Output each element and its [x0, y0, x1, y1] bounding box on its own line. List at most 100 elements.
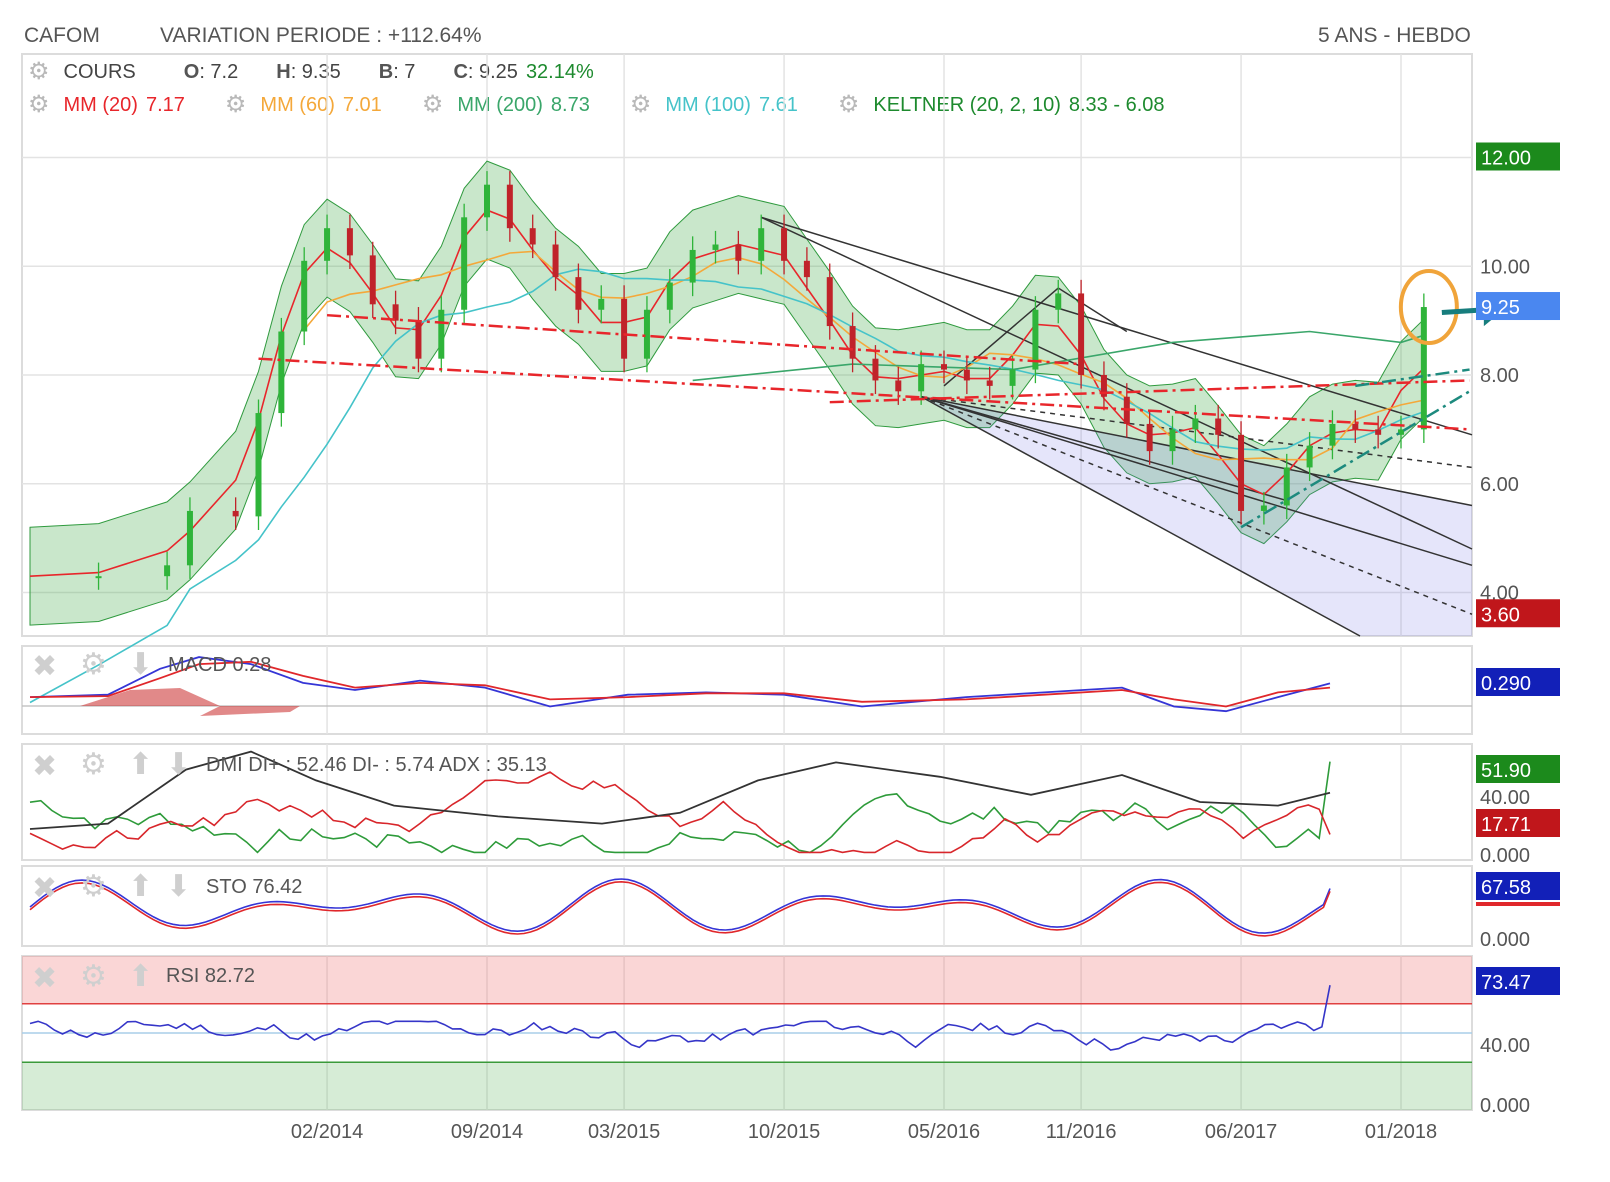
- candle-body: [255, 413, 262, 517]
- gear-icon[interactable]: ⚙: [421, 91, 444, 118]
- candle-body: [301, 260, 308, 332]
- arrow-up-icon[interactable]: ⬆: [128, 960, 154, 993]
- legend-change-value: 32.14%: [525, 60, 594, 83]
- rsi-label: RSI 82.72: [166, 965, 255, 988]
- legend-row-cours: ⚙ COURS O: 7.2 H: 9.35 B: 7 C: 9.25 32.1…: [28, 60, 594, 84]
- dmi-name: DMI: [206, 754, 243, 776]
- keltner-band: [29, 160, 1425, 626]
- close-icon[interactable]: ✖: [32, 750, 58, 783]
- candle-body: [758, 228, 765, 261]
- y-tick-label: 0.000: [1480, 929, 1530, 951]
- trend-line: [760, 216, 1473, 436]
- candle-body: [369, 255, 376, 305]
- candle-body: [529, 228, 536, 245]
- candle-body: [506, 184, 513, 229]
- arrow-up-icon[interactable]: ⬆: [128, 748, 154, 781]
- trend-line-teal: [1355, 368, 1470, 388]
- x-tick-label: 11/2016: [1046, 1121, 1117, 1143]
- gridlines: [22, 54, 1472, 1110]
- y-tick-label: 10.00: [1480, 256, 1530, 278]
- gear-icon[interactable]: ⚙: [80, 870, 107, 903]
- gear-icon[interactable]: ⚙: [224, 91, 247, 118]
- candle-body: [415, 320, 422, 359]
- macd-value: 0.28: [232, 654, 272, 676]
- sto-name: STO: [206, 876, 247, 898]
- candle-body: [1420, 307, 1427, 430]
- candle-body: [849, 326, 856, 359]
- candle-body: [164, 565, 171, 577]
- support-line: [829, 379, 1470, 404]
- dmi-label: DMI DI+ : 52.46 DI- : 5.74 ADX : 35.13: [206, 754, 547, 777]
- dmi-value: DI+ : 52.46 DI- : 5.74 ADX : 35.13: [248, 754, 547, 776]
- x-tick-label: 09/2014: [451, 1121, 523, 1143]
- legend-mm60-value: 7.01: [342, 93, 382, 116]
- period-label[interactable]: 5 ANS - HEBDO: [1318, 24, 1471, 47]
- macd-badge-bg: [1476, 668, 1560, 696]
- breakout-arrow-head: [1483, 293, 1504, 327]
- close-icon[interactable]: ✖: [32, 872, 58, 905]
- candle-body: [1238, 434, 1245, 511]
- arrow-up-icon[interactable]: ⬆: [128, 870, 154, 903]
- variation-periode: VARIATION PERIODE : +112.64%: [160, 24, 482, 47]
- y-tick-label: 40.00: [1480, 1035, 1530, 1057]
- x-tick-label: 01/2018: [1365, 1121, 1437, 1143]
- trend-line-teal: [1240, 390, 1471, 529]
- dmi-badge: 51.90: [1481, 760, 1531, 782]
- legend-mm20-label: MM (20): [63, 93, 138, 116]
- candle-body: [186, 510, 193, 566]
- legend-mm100-label: MM (100): [665, 93, 751, 116]
- candle-body: [552, 244, 559, 278]
- candle-body: [621, 298, 628, 359]
- close-icon[interactable]: ✖: [32, 962, 58, 995]
- breakout-arrow: [1441, 307, 1487, 315]
- legend-open-label: O: [183, 60, 200, 83]
- dmi-badge-bg: [1476, 755, 1560, 783]
- candle-body: [1329, 423, 1336, 446]
- candle-body: [963, 369, 970, 381]
- price-layer: [29, 160, 1504, 704]
- arrow-down-icon[interactable]: ⬇: [128, 648, 154, 681]
- legend-keltner-label: KELTNER (20, 2, 10): [873, 93, 1061, 116]
- macd-name: MACD: [168, 654, 227, 676]
- arrow-down-icon[interactable]: ⬇: [166, 748, 192, 781]
- rsi-value: 82.72: [204, 965, 255, 987]
- gear-icon[interactable]: ⚙: [80, 648, 107, 681]
- y-tick-label: 0.000: [1480, 845, 1530, 867]
- gear-icon[interactable]: ⚙: [80, 960, 107, 993]
- gear-icon[interactable]: ⚙: [80, 748, 107, 781]
- close-icon[interactable]: ✖: [32, 650, 58, 683]
- gear-icon[interactable]: ⚙: [28, 58, 50, 85]
- candle-body: [986, 380, 993, 386]
- price-badge: 12.00: [1481, 148, 1531, 170]
- candle-body: [278, 331, 285, 414]
- sto-signal-marker: [1476, 902, 1560, 906]
- dmi-badge-bg: [1476, 809, 1560, 837]
- gear-icon[interactable]: ⚙: [837, 91, 860, 118]
- candle-body: [1215, 418, 1222, 435]
- legend-mm200-label: MM (200): [457, 93, 543, 116]
- trend-line: [920, 396, 1361, 637]
- candle-body: [826, 277, 833, 327]
- legend-high-label: H: [276, 60, 291, 83]
- candle-body: [1078, 293, 1085, 375]
- y-tick-label: 6.00: [1480, 474, 1519, 496]
- x-tick-label: 03/2015: [588, 1121, 660, 1143]
- gear-icon[interactable]: ⚙: [629, 91, 652, 118]
- sto-label: STO 76.42: [206, 876, 302, 899]
- price-badge-bg: [1476, 599, 1560, 628]
- candle-body: [1260, 505, 1267, 511]
- candle-body: [1306, 445, 1313, 468]
- trend-line: [760, 216, 1473, 550]
- arrow-down-icon[interactable]: ⬇: [166, 870, 192, 903]
- candle-body: [1146, 423, 1153, 452]
- price-badge: 3.60: [1481, 604, 1520, 626]
- regression-channel: [921, 396, 1472, 636]
- candle-body: [232, 510, 239, 517]
- legend-row-indicators: ⚙ MM (20) 7.17 ⚙ MM (60) 7.01 ⚙ MM (200)…: [28, 93, 1185, 117]
- gear-icon[interactable]: ⚙: [28, 91, 50, 118]
- candle-body: [392, 304, 399, 321]
- sto-value: 76.42: [252, 876, 303, 898]
- candle-body: [1009, 369, 1016, 386]
- candle-body: [1352, 423, 1359, 430]
